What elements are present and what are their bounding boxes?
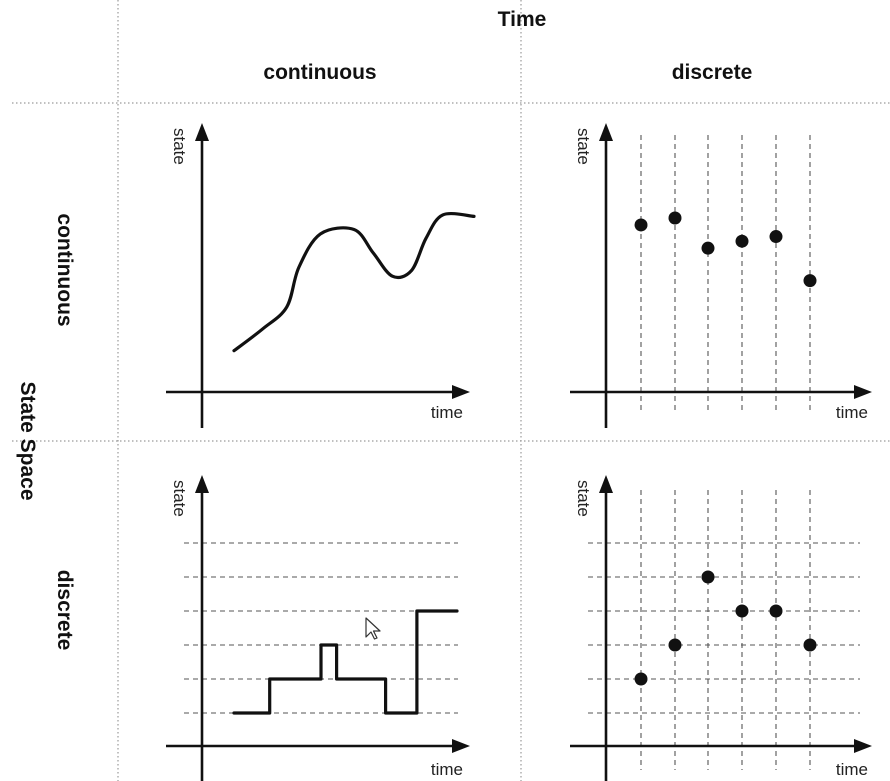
- x-axis-arrow: [854, 385, 872, 399]
- column-header-continuous: continuous: [263, 61, 376, 84]
- data-point: [769, 230, 783, 244]
- data-point: [634, 672, 648, 686]
- x-axis-label: time: [431, 760, 463, 779]
- data-point: [735, 234, 749, 248]
- mouse-cursor-icon: [365, 617, 381, 640]
- x-axis-label: time: [836, 403, 868, 422]
- data-point: [803, 274, 817, 288]
- step-function: [232, 609, 459, 715]
- data-point: [769, 604, 783, 618]
- data-point: [735, 604, 749, 618]
- row-header-continuous: continuous: [53, 213, 76, 326]
- y-axis-label: state: [170, 480, 189, 517]
- data-point: [701, 241, 715, 255]
- x-axis-label: time: [836, 760, 868, 779]
- data-point: [668, 211, 682, 225]
- state-space-title: State Space: [16, 381, 39, 500]
- y-axis-arrow: [195, 123, 209, 141]
- data-point: [701, 570, 715, 584]
- y-axis-label: state: [574, 480, 593, 517]
- x-axis-label: time: [431, 403, 463, 422]
- panel-continuous-discrete: state time: [570, 123, 872, 428]
- column-header-discrete: discrete: [672, 61, 753, 84]
- y-axis-label: state: [574, 128, 593, 165]
- y-axis-arrow: [599, 475, 613, 493]
- x-axis-arrow: [452, 385, 470, 399]
- panel-discrete-discrete: state time: [570, 475, 872, 781]
- y-axis-arrow: [195, 475, 209, 493]
- data-point: [634, 218, 648, 232]
- x-axis-arrow: [854, 739, 872, 753]
- x-axis-arrow: [452, 739, 470, 753]
- panel-discrete-continuous: state time: [166, 475, 470, 781]
- y-axis-label: state: [170, 128, 189, 165]
- data-point: [803, 638, 817, 652]
- row-header-discrete: discrete: [53, 570, 76, 651]
- continuous-curve: [232, 211, 476, 353]
- y-axis-arrow: [599, 123, 613, 141]
- data-point: [668, 638, 682, 652]
- panel-continuous-continuous: state time: [166, 123, 476, 428]
- time-title: Time: [498, 8, 547, 31]
